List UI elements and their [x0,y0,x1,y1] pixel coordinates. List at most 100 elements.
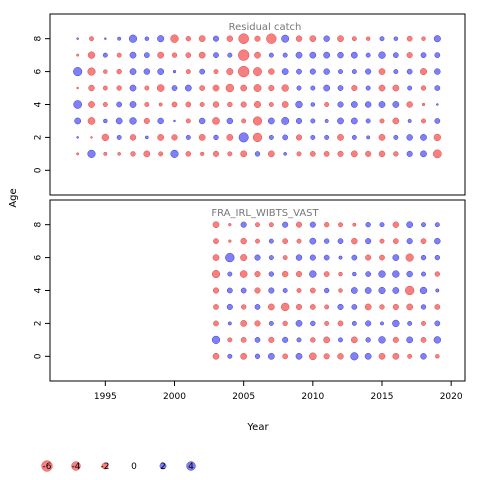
residual-bubble [76,136,79,139]
residual-bubble [350,101,358,108]
residual-bubble [434,222,440,228]
residual-bubble [406,68,413,75]
residual-bubble [116,101,123,108]
residual-bubble [392,287,400,294]
residual-bubble [212,352,220,360]
residual-bubble [238,33,249,44]
residual-bubble [144,85,150,91]
residual-bubble [143,117,150,124]
residual-bubble [240,237,247,245]
residual-bubble [420,134,427,141]
residual-bubble [282,336,289,343]
residual-bubble [434,85,441,91]
residual-bubble [226,68,234,76]
residual-bubble [310,85,316,91]
y-tick-label: 4 [34,287,44,293]
residual-bubble [296,85,302,91]
residual-bubble [295,254,303,261]
residual-bubble [379,36,385,42]
legend-label: 4 [188,462,194,472]
legend-bubble [186,461,196,471]
residual-bubble [434,52,441,58]
residual-bubble [268,68,275,75]
residual-bubble [143,52,150,58]
residual-bubble [392,319,400,328]
y-tick-label: 0 [34,167,44,173]
x-axis-label: Year [246,422,269,433]
residual-bubble [255,222,260,228]
residual-bubble [365,254,372,261]
residual-bubble [434,237,441,245]
residual-bubble [378,336,386,344]
residual-bubble [380,321,384,326]
residual-bubble [378,68,386,75]
residual-bubble [393,134,399,140]
residual-bubble [351,320,357,326]
residual-bubble [296,238,302,244]
residual-bubble [268,222,274,228]
residual-bubble [267,303,275,311]
panel-fra-irl-wibts-vast: FRA_IRL_WIBTS_VAST 0 2 4 6 8 [34,199,466,382]
residual-bubble [156,84,165,92]
residual-bubble [352,222,357,227]
residual-bubble [212,221,220,229]
residual-bubble [351,134,357,140]
residual-bubble [433,133,441,142]
residual-bubble [392,303,399,310]
residual-bubble [421,222,426,228]
residual-bubble [144,102,150,107]
residual-bubble [227,151,233,157]
panel-title: Residual catch [229,22,302,33]
residual-bubble [254,151,261,157]
legend-label: -2 [101,462,110,472]
residual-bubble [406,336,414,344]
residual-bubble [351,254,358,261]
residual-bubble [199,68,206,75]
residual-bubble [267,117,275,125]
residual-bubble [116,52,122,58]
residual-bubble [337,51,344,59]
residual-bubble [198,51,206,59]
residual-bubble [352,271,357,277]
residual-bubble [379,254,385,261]
residual-bubble [310,118,316,124]
residual-bubble [282,255,288,261]
residual-bubble [239,270,248,278]
residual-bubble [89,36,94,42]
residual-bubble [309,287,316,294]
legend-bubble [159,462,167,470]
residual-bubble [421,320,426,326]
residual-bubble [198,134,206,141]
residual-bubble [393,36,399,41]
residual-bubble [240,150,248,158]
x-tick-label: 2020 [440,392,463,402]
residual-bubble [309,270,317,278]
residual-bubble [323,336,331,344]
residual-bubble [420,353,427,360]
x-tick-label: 2015 [371,392,394,402]
residual-bubble [88,101,95,108]
residual-bubble [338,288,343,293]
residual-bubble [309,151,316,157]
residual-bubble [351,237,358,245]
residual-bubble [310,102,316,107]
residual-bubble [281,101,289,108]
residual-bubble [129,51,137,59]
residual-bubble [420,85,427,91]
residual-bubble [406,221,414,229]
residual-bubble [421,118,426,124]
residual-bubble [212,84,220,92]
residual-bubble [268,255,274,261]
residual-bubble [338,337,343,343]
residual-bubble [73,67,83,77]
residual-bubble [238,132,249,143]
residual-bubble [144,36,150,41]
residual-bubble [253,84,262,92]
residual-bubble [295,320,303,327]
legend-label: 0 [131,462,137,472]
residual-bubble [378,150,386,158]
residual-bubble [211,269,221,279]
residual-bubble [238,49,250,61]
residual-bubble [420,304,427,310]
